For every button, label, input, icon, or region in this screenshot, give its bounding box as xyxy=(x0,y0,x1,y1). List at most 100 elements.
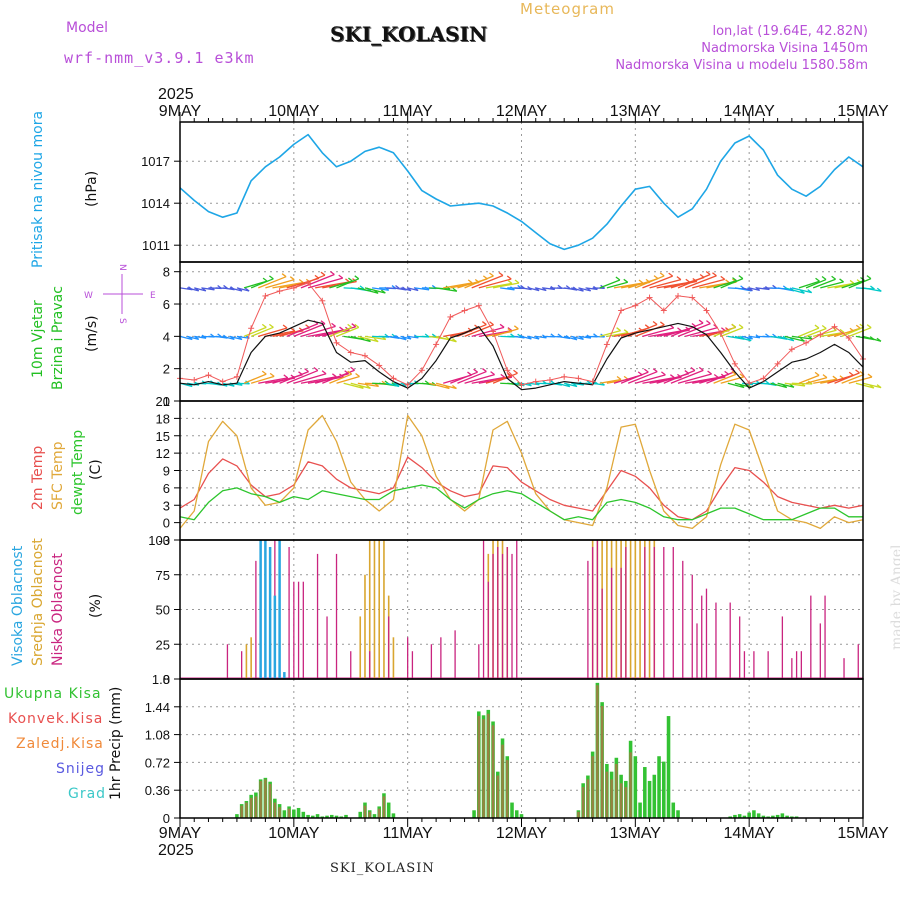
wind-arrow-head xyxy=(720,275,726,280)
wind-arrow xyxy=(478,329,513,337)
wind-arrow xyxy=(713,280,737,289)
precip-conv-bar xyxy=(482,719,485,818)
wind-arrow-head xyxy=(395,285,400,290)
wind-arrow xyxy=(848,278,872,289)
x-label-bottom: 12MAY xyxy=(496,825,548,842)
wind-arrow xyxy=(464,374,495,384)
pressure-unit: (hPa) xyxy=(84,170,100,207)
x-label-bottom: 10MAY xyxy=(268,825,320,842)
wind-arrow-head xyxy=(345,278,350,283)
wind-arrow xyxy=(777,382,795,388)
precip-conv-bar xyxy=(382,796,386,818)
precip-conv-bar xyxy=(268,784,272,818)
wind-arrow xyxy=(258,276,287,289)
wind-arrow-head xyxy=(321,370,327,375)
precip-conv-bar xyxy=(596,685,599,818)
wind-arrow xyxy=(585,287,598,291)
y-tick-label: 2 xyxy=(163,362,170,377)
wind-arrow xyxy=(677,373,712,384)
wind-arrow-head xyxy=(261,370,267,375)
y-tick-label: 1.8 xyxy=(152,672,170,687)
wind-arrow xyxy=(492,282,520,289)
wind-arrow xyxy=(820,281,844,289)
precip-conv-bar xyxy=(278,807,281,818)
wind-arrow xyxy=(841,373,865,384)
precip-total-bar xyxy=(296,807,301,818)
wind-arrow xyxy=(236,382,250,385)
wind-arrow xyxy=(599,279,621,289)
wind-arrow-head xyxy=(821,276,827,281)
wind-arrow xyxy=(770,382,787,389)
wind-arrow xyxy=(350,335,371,343)
wind-arrow xyxy=(286,369,319,384)
wind-arrow xyxy=(635,324,665,337)
y-tick-label: 1011 xyxy=(142,238,170,253)
precip-conv-bar xyxy=(264,779,267,818)
wind-arrow-head xyxy=(506,275,512,280)
wind-arrow-head xyxy=(705,270,711,276)
wind-arrow-head xyxy=(800,337,805,342)
wind-arrow-head xyxy=(373,338,379,343)
precip-total-bar xyxy=(737,814,742,818)
precip-total-bar xyxy=(334,815,339,818)
year-label-bottom: 2025 xyxy=(158,842,194,859)
wind-arrow-head xyxy=(489,321,494,326)
wind-arrow-head xyxy=(676,276,682,281)
wind-arrow-head xyxy=(320,271,326,276)
y-tick-label: 0 xyxy=(163,516,170,531)
precip-total-bar xyxy=(766,816,770,818)
wind-arrow-head xyxy=(473,368,478,373)
wind-arrow-head xyxy=(707,370,712,375)
wind-arrow-head xyxy=(821,325,827,330)
precip-total-bar xyxy=(391,813,396,818)
x-label-bottom: 9MAY xyxy=(159,825,202,842)
watermark: made by Angel xyxy=(889,544,900,651)
wind-arrow xyxy=(855,382,875,389)
precip-total-bar xyxy=(652,774,657,818)
wind-arrow xyxy=(471,326,505,337)
footer-station: SKI_KOLASIN xyxy=(330,861,435,876)
station-coords: lon,lat (19.64E, 42.82N) xyxy=(712,24,868,39)
wind-arrow xyxy=(400,287,412,292)
wind-arrow xyxy=(194,287,207,292)
wind-arrow-head xyxy=(283,374,289,379)
wind-arrow-head xyxy=(262,277,268,282)
wind-arrow xyxy=(848,327,872,337)
y-tick-label: 18 xyxy=(156,411,170,426)
precip-total-bar xyxy=(320,816,325,818)
precip-total-bar xyxy=(747,812,751,818)
wind-arrow xyxy=(862,382,882,389)
precip-total-bar xyxy=(311,815,315,818)
wind-arrow-head xyxy=(452,384,457,390)
precip-conv-bar xyxy=(240,805,243,818)
wind-arrow xyxy=(229,335,243,341)
wind-arrow xyxy=(571,335,584,341)
cloud-label-2: Srednja Oblacnost xyxy=(30,538,46,666)
wind-arrow xyxy=(734,335,752,342)
wind-arrow-head xyxy=(815,277,820,282)
wind-arrow-head xyxy=(615,276,621,281)
precip-conv-bar xyxy=(591,756,594,818)
wind-arrow xyxy=(599,378,622,384)
wind-arrow-head xyxy=(652,368,658,373)
wind-arrow-head xyxy=(517,333,523,338)
precip-total-bar xyxy=(785,815,789,818)
y-tick-label: 9 xyxy=(163,464,170,479)
model-elevation: Nadmorska Visina u modelu 1580.58m xyxy=(615,58,868,73)
wind-arrow xyxy=(627,371,658,384)
wind-arrow xyxy=(236,287,250,292)
wind-arrow-head xyxy=(513,369,518,374)
wind-arrow-head xyxy=(269,372,275,377)
wind-arrow-head xyxy=(712,272,717,277)
year-label-top: 2025 xyxy=(158,86,194,103)
model-name: wrf-nmm_v3.9.1 e3km xyxy=(64,49,255,67)
wind-arrow-head xyxy=(268,323,274,328)
wind-arrow xyxy=(692,278,725,289)
y-tick-label: 6 xyxy=(163,297,170,312)
wind-arrow xyxy=(528,382,540,386)
precip-total-bar xyxy=(676,810,680,818)
wind-arrow xyxy=(485,282,513,289)
cloud-label-1: Visoka Oblacnost xyxy=(10,545,26,666)
wind-arrow-head xyxy=(498,271,504,277)
y-tick-label: 1017 xyxy=(141,154,170,169)
